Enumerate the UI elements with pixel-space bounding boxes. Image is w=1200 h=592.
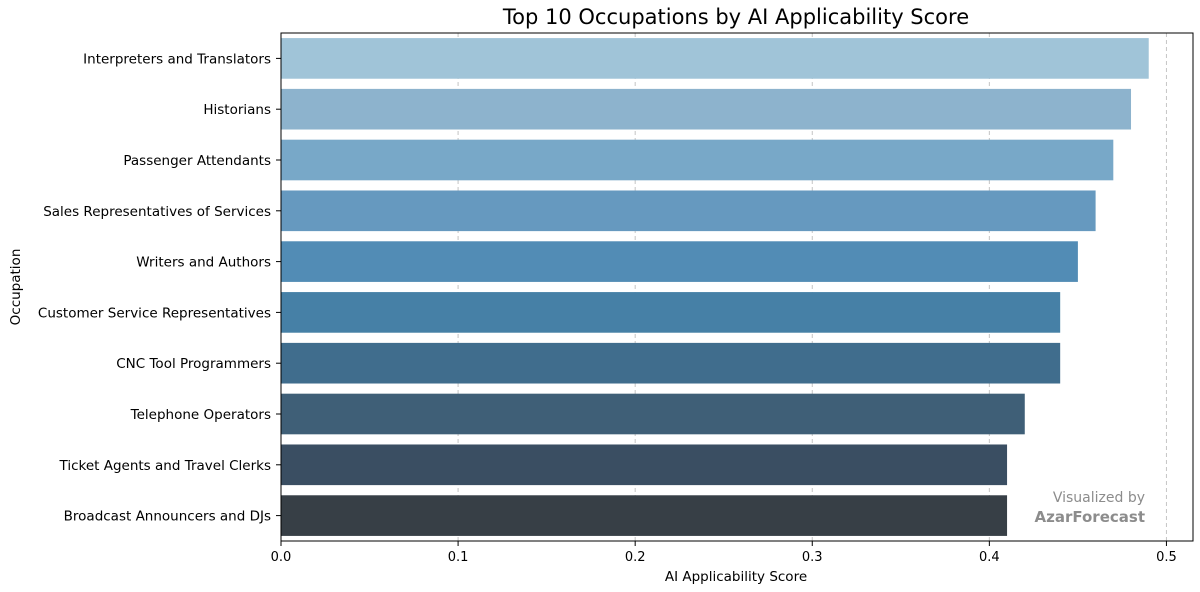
bar — [281, 190, 1096, 232]
bar — [281, 444, 1008, 486]
bar — [281, 495, 1008, 536]
chart-title: Top 10 Occupations by AI Applicability S… — [502, 5, 969, 29]
y-tick-label: Telephone Operators — [130, 407, 271, 423]
y-tick-label: Ticket Agents and Travel Clerks — [58, 458, 271, 474]
bars-group — [281, 38, 1149, 536]
bar — [281, 139, 1114, 181]
x-tick-label: 0.2 — [625, 550, 646, 565]
y-tick-label: Writers and Authors — [136, 255, 271, 271]
x-axis-label: AI Applicability Score — [665, 569, 807, 585]
bar — [281, 393, 1025, 435]
x-tick-label: 0.1 — [448, 550, 469, 565]
y-tick-label: CNC Tool Programmers — [116, 356, 271, 372]
y-tick-labels: Interpreters and Translators Historians Pa… — [38, 51, 281, 525]
axes-frame — [280, 32, 1194, 542]
bar — [281, 342, 1061, 384]
x-tick-label: 0.5 — [1156, 550, 1177, 565]
bar — [281, 241, 1078, 282]
x-tick-label: 0.0 — [271, 550, 292, 565]
x-tick-label: 0.4 — [979, 550, 1000, 565]
x-tick-label: 0.3 — [802, 550, 823, 565]
y-tick-label: Passenger Attendants — [123, 153, 271, 169]
bar — [281, 38, 1149, 79]
x-tick-labels: 0.0 0.1 0.2 0.3 0.4 0.5 — [271, 541, 1177, 565]
y-tick-label: Customer Service Representatives — [38, 305, 271, 321]
y-tick-label: Sales Representatives of Services — [43, 204, 271, 220]
watermark-line2: AzarForecast — [1035, 508, 1146, 526]
watermark-line1: Visualized by — [1053, 490, 1145, 506]
y-tick-label: Historians — [203, 102, 271, 118]
y-tick-label: Broadcast Announcers and DJs — [64, 509, 271, 525]
y-tick-label: Interpreters and Translators — [83, 51, 271, 67]
y-axis-label: Occupation — [8, 249, 24, 326]
bar — [281, 88, 1132, 130]
bar — [281, 292, 1061, 333]
